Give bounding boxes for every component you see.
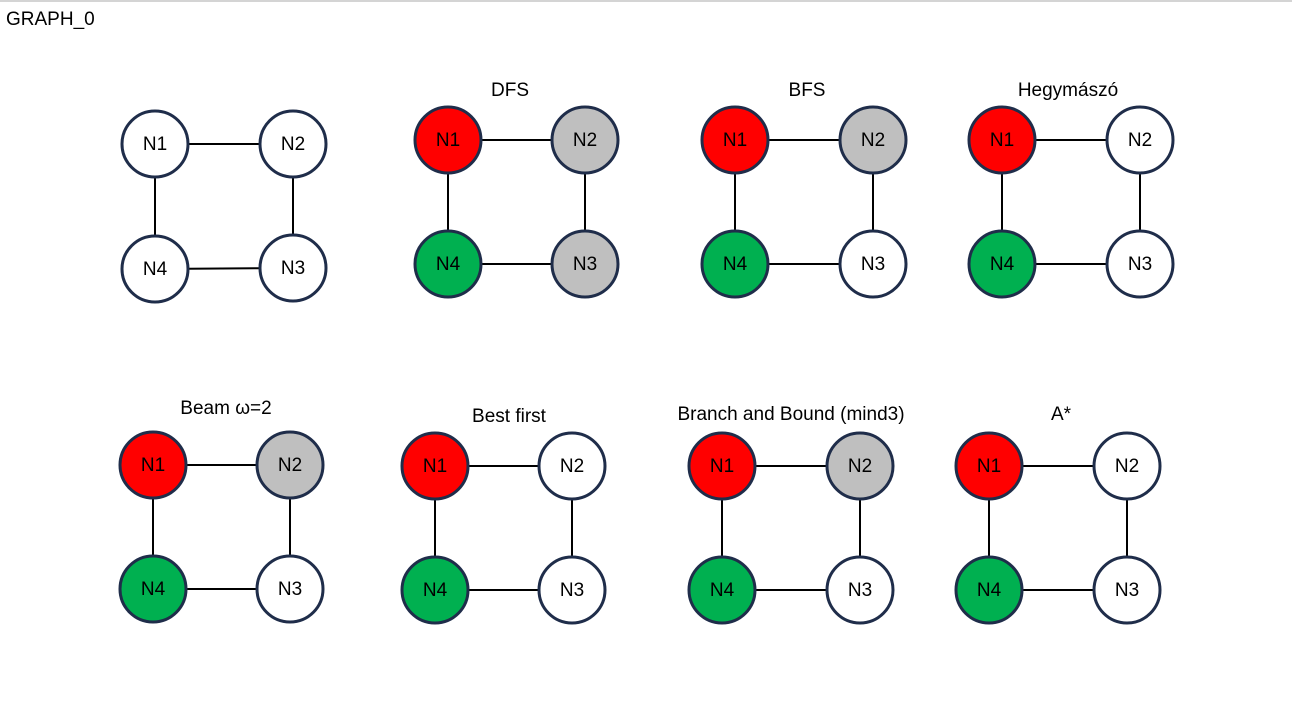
panel-title: Beam ω=2 xyxy=(180,398,271,419)
node-n3-unvisited xyxy=(1105,229,1175,299)
node-n1-start xyxy=(118,430,188,500)
node-n1-start xyxy=(687,431,757,501)
node-label-n4: N4 xyxy=(723,254,748,275)
page-title: GRAPH_0 xyxy=(6,9,95,30)
node-label-n3: N3 xyxy=(281,258,305,279)
node-n4-goal xyxy=(700,229,770,299)
node-n1-start xyxy=(700,105,770,175)
node-label-n1: N1 xyxy=(436,130,460,151)
node-n4-goal xyxy=(400,555,470,625)
panel-title: BFS xyxy=(789,80,826,101)
node-label-n4: N4 xyxy=(423,580,448,601)
top-divider xyxy=(0,0,1292,2)
node-label-n1: N1 xyxy=(723,130,747,151)
node-n3-unvisited xyxy=(537,555,607,625)
panel-title: Hegymászó xyxy=(1018,80,1118,101)
node-label-n4: N4 xyxy=(141,579,166,600)
node-label-n3: N3 xyxy=(848,580,872,601)
node-label-n1: N1 xyxy=(423,456,447,477)
node-n4-goal xyxy=(967,229,1037,299)
node-n4-goal xyxy=(413,229,483,299)
graph-panel-0: N1 N2 N3 N4 xyxy=(120,109,328,304)
node-label-n3: N3 xyxy=(278,579,302,600)
graph-panel-3: Hegymászó N1 N2 N3 N4 xyxy=(967,80,1175,299)
graph-panel-5: Best first N1 N2 N3 N4 xyxy=(400,406,607,625)
panel-title: Best first xyxy=(472,406,547,427)
graph-panel-7: A* N1 N2 N3 N4 xyxy=(954,404,1162,625)
node-label-n3: N3 xyxy=(573,254,597,275)
edge-n3-n4 xyxy=(187,267,261,270)
node-n2-visited xyxy=(550,105,620,175)
node-label-n3: N3 xyxy=(861,254,885,275)
node-label-n3: N3 xyxy=(1115,580,1139,601)
node-n1-start xyxy=(413,105,483,175)
node-n3-unvisited xyxy=(258,233,328,303)
node-n1-start xyxy=(967,105,1037,175)
panel-title: DFS xyxy=(491,80,529,101)
panel-title: A* xyxy=(1051,404,1072,425)
node-label-n2: N2 xyxy=(573,130,597,151)
node-n1-start xyxy=(954,431,1024,501)
node-n4-unvisited xyxy=(120,234,190,304)
node-label-n2: N2 xyxy=(848,456,872,477)
node-label-n1: N1 xyxy=(990,130,1014,151)
node-label-n2: N2 xyxy=(278,455,302,476)
panel-title: Branch and Bound (mind3) xyxy=(677,404,904,425)
node-label-n1: N1 xyxy=(143,134,167,155)
node-label-n2: N2 xyxy=(1128,130,1152,151)
node-label-n3: N3 xyxy=(560,580,584,601)
node-n3-unvisited xyxy=(838,229,908,299)
node-label-n2: N2 xyxy=(1115,456,1139,477)
node-label-n1: N1 xyxy=(977,456,1001,477)
node-label-n4: N4 xyxy=(977,580,1002,601)
node-n2-unvisited xyxy=(258,109,328,179)
graph-panel-6: Branch and Bound (mind3) N1 N2 N3 N4 xyxy=(677,404,905,625)
node-n3-unvisited xyxy=(1092,555,1162,625)
node-label-n2: N2 xyxy=(281,134,305,155)
node-n2-visited xyxy=(838,105,908,175)
node-n4-goal xyxy=(687,555,757,625)
node-n1-start xyxy=(400,431,470,501)
node-n2-visited xyxy=(255,430,325,500)
graph-panel-4: Beam ω=2 N1 N2 N3 N4 xyxy=(118,398,325,624)
node-label-n2: N2 xyxy=(560,456,584,477)
node-label-n3: N3 xyxy=(1128,254,1152,275)
node-n3-unvisited xyxy=(825,555,895,625)
node-label-n1: N1 xyxy=(141,455,165,476)
graph-panel-2: BFS N1 N2 N3 N4 xyxy=(700,80,908,299)
node-n3-unvisited xyxy=(255,554,325,624)
node-label-n2: N2 xyxy=(861,130,885,151)
node-n4-goal xyxy=(954,555,1024,625)
node-n2-unvisited xyxy=(1092,431,1162,501)
node-label-n1: N1 xyxy=(710,456,734,477)
node-label-n4: N4 xyxy=(436,254,461,275)
node-label-n4: N4 xyxy=(990,254,1015,275)
node-n4-goal xyxy=(118,554,188,624)
node-label-n4: N4 xyxy=(143,259,168,280)
node-n2-unvisited xyxy=(537,431,607,501)
node-n1-unvisited xyxy=(120,109,190,179)
node-n2-visited xyxy=(825,431,895,501)
node-n3-visited xyxy=(550,229,620,299)
node-n2-unvisited xyxy=(1105,105,1175,175)
graph-panel-1: DFS N1 N2 N3 N4 xyxy=(413,80,620,299)
node-label-n4: N4 xyxy=(710,580,735,601)
